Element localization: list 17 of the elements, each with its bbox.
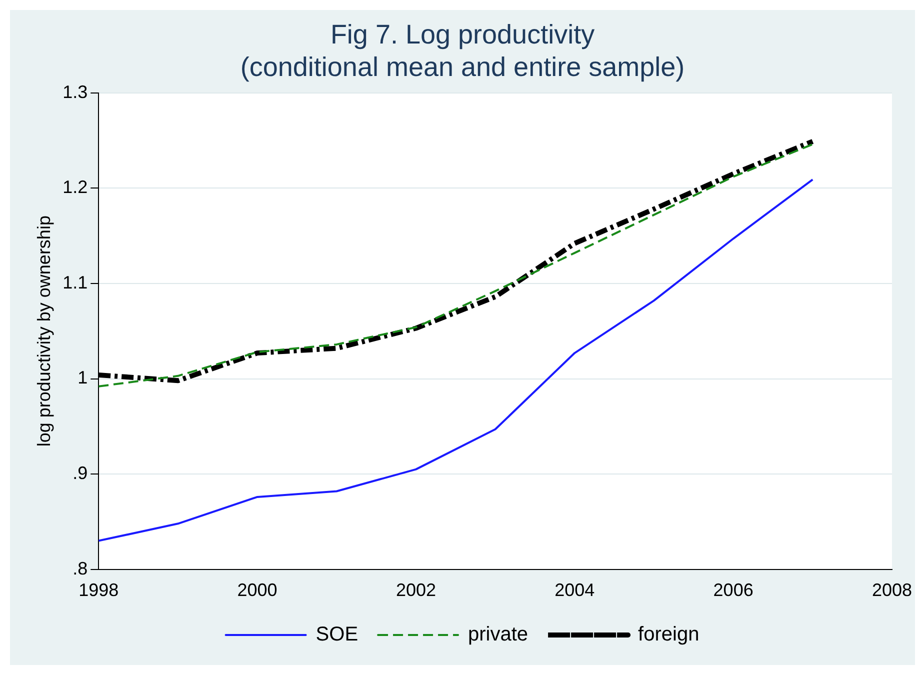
chart-title: Fig 7. Log productivity (conditional mean and entire sample): [240, 20, 685, 82]
y-tick-label: .9: [72, 463, 88, 484]
x-tick-label: 2002: [396, 580, 436, 600]
legend-label: private: [468, 624, 528, 646]
y-tick-label: 1: [78, 368, 88, 388]
legend-label: foreign: [638, 624, 700, 646]
y-tick-label: 1.3: [62, 82, 88, 102]
x-tick-label: 2000: [237, 580, 278, 600]
x-tick-label: 1998: [78, 580, 119, 600]
legend-label: SOE: [316, 624, 358, 646]
y-tick-label: 1.1: [62, 272, 88, 292]
y-tick-label: 1.2: [62, 177, 88, 198]
y-tick-label: .8: [72, 558, 88, 578]
x-tick-label: 2008: [872, 580, 912, 600]
x-tick-label: 2006: [713, 580, 754, 600]
x-tick-label: 2004: [554, 580, 595, 600]
y-axis-title: log productivity by ownership: [34, 216, 54, 447]
